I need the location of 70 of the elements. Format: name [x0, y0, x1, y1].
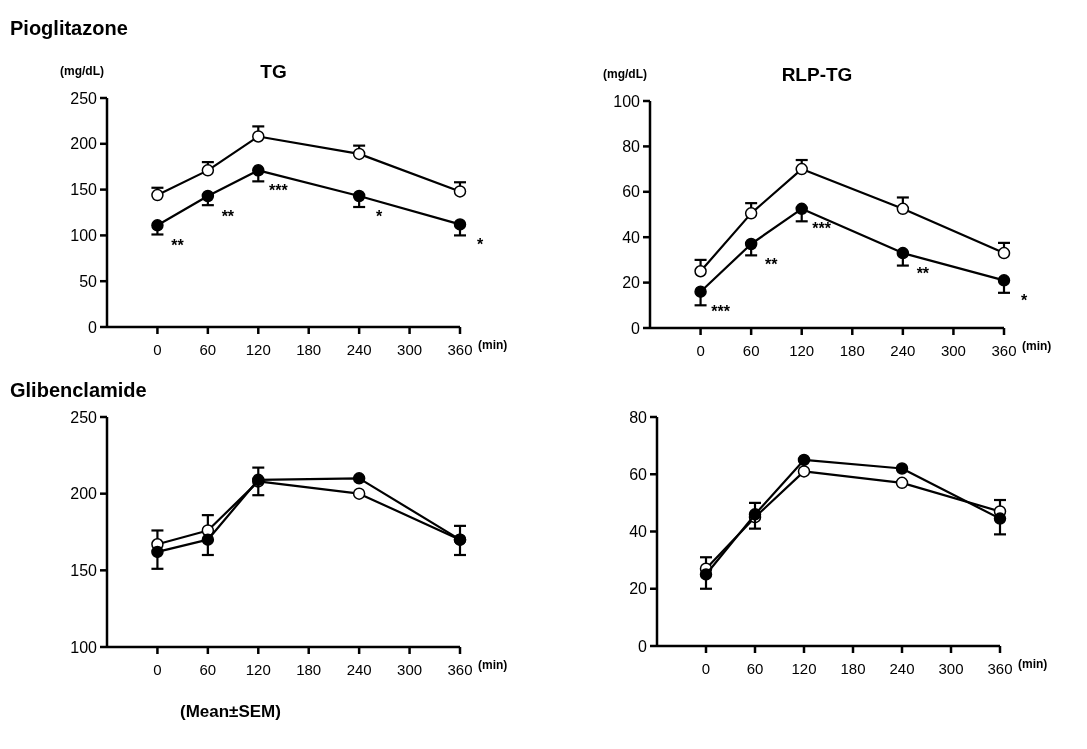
- x-axis-title: (min): [478, 338, 508, 352]
- x-tick-label: 360: [447, 341, 473, 358]
- x-tick-label: 0: [696, 342, 705, 359]
- y-tick-label: 80: [629, 408, 648, 426]
- x-tick-label: 180: [840, 660, 866, 677]
- x-tick-label: 360: [991, 342, 1017, 359]
- y-tick-label: 200: [70, 485, 98, 503]
- x-tick-label: 120: [791, 660, 817, 677]
- x-tick-label: 0: [153, 341, 162, 358]
- y-tick-label: 0: [88, 318, 98, 336]
- x-tick-label: 60: [199, 341, 217, 358]
- annotation: **: [764, 255, 779, 273]
- x-tick-label: 120: [789, 342, 815, 359]
- y-tick-label: 200: [70, 135, 98, 153]
- y-tick-label: 0: [631, 319, 641, 337]
- y-tick-label: 150: [70, 561, 98, 579]
- x-tick-label: 120: [245, 661, 271, 678]
- annotation: *: [476, 236, 484, 254]
- x-tick-label: 300: [397, 341, 423, 358]
- chart-subtitle: Pioglitazone: [10, 17, 128, 39]
- y-tick-label: 40: [629, 523, 648, 541]
- x-tick-label: 60: [746, 660, 764, 677]
- x-tick-label: 300: [397, 661, 423, 678]
- y-tick-label: 60: [622, 183, 641, 201]
- x-tick-label: 0: [701, 660, 711, 677]
- y-tick-label: 50: [79, 272, 98, 290]
- x-axis-title: (min): [478, 658, 508, 672]
- y-tick-label: 0: [638, 637, 648, 655]
- x-tick-label: 360: [987, 660, 1013, 677]
- annotation: ***: [812, 220, 832, 238]
- y-tick-label: 20: [629, 580, 648, 598]
- y-tick-label: 20: [622, 274, 641, 292]
- y-tick-label: 60: [629, 465, 648, 483]
- x-tick-label: 60: [199, 661, 217, 678]
- y-tick-label: 100: [70, 638, 98, 656]
- x-tick-label: 300: [938, 660, 964, 677]
- text: (Mean±SEM): [180, 702, 281, 721]
- chart-title: RLP-TG: [781, 64, 853, 85]
- y-tick-label: 80: [622, 138, 641, 155]
- x-tick-label: 240: [890, 342, 916, 359]
- x-tick-label: 240: [346, 661, 372, 678]
- x-tick-label: 240: [346, 341, 372, 358]
- y-tick-label: 150: [70, 181, 98, 199]
- annotation: *: [1020, 291, 1028, 309]
- annotation: *: [376, 207, 384, 225]
- y-tick-label: 250: [70, 408, 98, 426]
- x-axis-title: (min): [1022, 339, 1052, 353]
- chart-title: TG: [260, 61, 287, 82]
- x-tick-label: 0: [153, 661, 162, 678]
- annotation: ***: [711, 303, 731, 321]
- x-tick-label: 120: [245, 341, 271, 358]
- y-axis-title: (mg/dL): [603, 67, 647, 81]
- x-axis-title: (min): [1018, 657, 1048, 671]
- x-tick-label: 240: [889, 660, 915, 677]
- y-tick-label: 40: [622, 228, 641, 246]
- y-tick-label: 100: [70, 227, 98, 244]
- x-tick-label: 180: [296, 661, 322, 678]
- y-axis-title: (mg/dL): [60, 64, 104, 78]
- x-tick-label: 180: [839, 342, 865, 359]
- x-tick-label: 360: [447, 661, 473, 678]
- x-tick-label: 60: [742, 342, 760, 359]
- x-tick-label: 180: [296, 341, 322, 358]
- y-tick-label: 250: [70, 89, 98, 107]
- annotation: **: [221, 207, 235, 225]
- x-tick-label: 300: [940, 342, 966, 359]
- chart-subtitle: Glibenclamide: [10, 379, 147, 401]
- annotation: **: [916, 264, 930, 282]
- annotation: ***: [268, 181, 289, 199]
- annotation: **: [171, 236, 185, 254]
- y-tick-label: 100: [613, 92, 641, 110]
